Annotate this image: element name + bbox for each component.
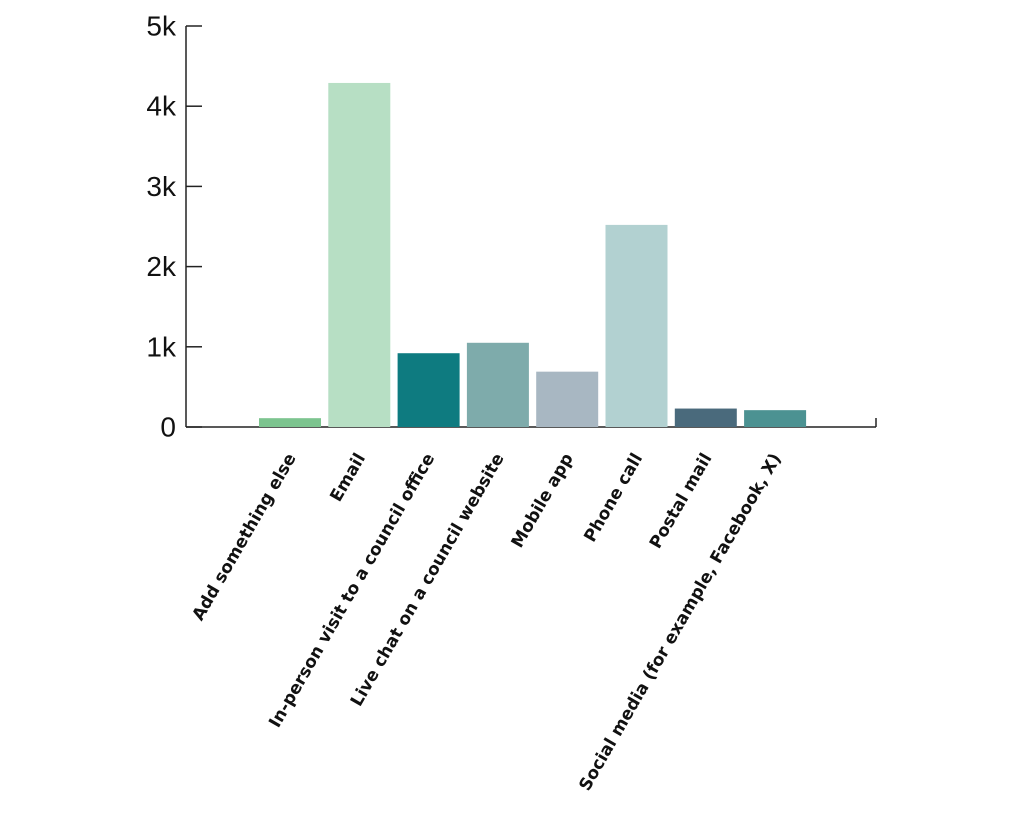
bar[interactable] — [328, 82, 391, 427]
bar[interactable] — [674, 408, 737, 427]
bar[interactable] — [744, 410, 807, 427]
x-tick-label: Add something else — [188, 450, 300, 624]
x-tick-label: Mobile app — [508, 450, 578, 552]
y-tick-label: 3k — [146, 171, 177, 202]
bar[interactable] — [259, 418, 321, 427]
x-tick-label: Email — [326, 450, 370, 505]
x-tick-label: Postal mail — [646, 450, 717, 552]
y-axis-ticks: 0 1k 2k 3k 4k 5k — [146, 11, 202, 443]
bars-group — [259, 82, 807, 427]
bar[interactable] — [466, 342, 529, 427]
bar[interactable] — [536, 371, 599, 427]
y-tick-label: 1k — [146, 331, 177, 362]
y-tick-label: 4k — [146, 91, 177, 122]
y-tick-label: 2k — [146, 251, 177, 282]
y-tick-label: 5k — [146, 11, 177, 42]
y-tick-label: 0 — [160, 412, 176, 443]
bar[interactable] — [605, 224, 668, 427]
x-tick-label: Live chat on a council website — [347, 450, 509, 710]
bar[interactable] — [397, 353, 460, 427]
x-tick-label: Phone call — [580, 450, 647, 546]
